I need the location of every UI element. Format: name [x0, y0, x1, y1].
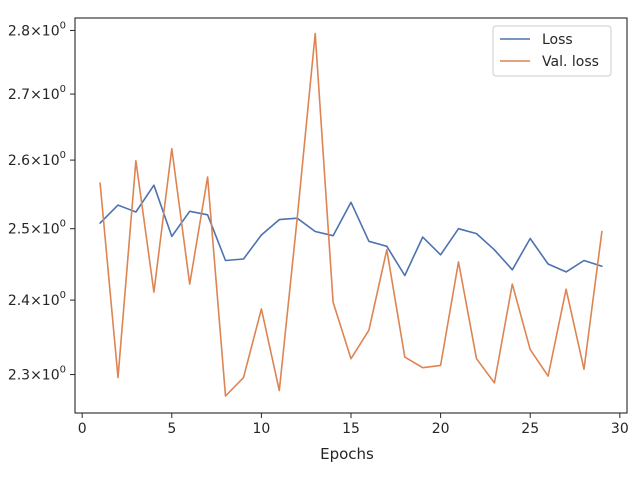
series-line-1	[99, 184, 603, 277]
legend-label-2: Val. loss	[542, 54, 599, 70]
y-tick-label: 2.7×100	[8, 84, 66, 103]
plot-frame	[74, 17, 628, 414]
plot-background	[75, 18, 627, 413]
x-tick-label: 30	[611, 421, 629, 437]
x-axis-label: Epochs	[320, 445, 374, 463]
x-tick-label: 20	[432, 421, 450, 437]
x-tick-label: 0	[78, 421, 87, 437]
y-tick-label: 2.3×100	[8, 365, 66, 384]
x-tick-label: 15	[342, 421, 360, 437]
series-line-2	[99, 32, 603, 397]
series-layer	[99, 32, 603, 397]
legend: Loss Val. loss	[492, 25, 612, 77]
y-tick-label: 2.8×100	[8, 20, 66, 39]
y-tick-label: 2.4×100	[8, 290, 66, 309]
x-tick-label: 5	[167, 421, 176, 437]
y-tick-label: 2.5×100	[8, 219, 66, 238]
y-axis: 2.3×100 2.4×100 2.5×100 2.6×100 2.7×100 2.8×1…	[8, 20, 75, 384]
x-tick-label: 25	[521, 421, 539, 437]
x-tick-label: 10	[252, 421, 270, 437]
y-tick-label: 2.6×100	[8, 150, 66, 169]
legend-label-1: Loss	[542, 32, 573, 48]
x-axis: 0 5 10 15 20 25 30	[78, 413, 629, 437]
